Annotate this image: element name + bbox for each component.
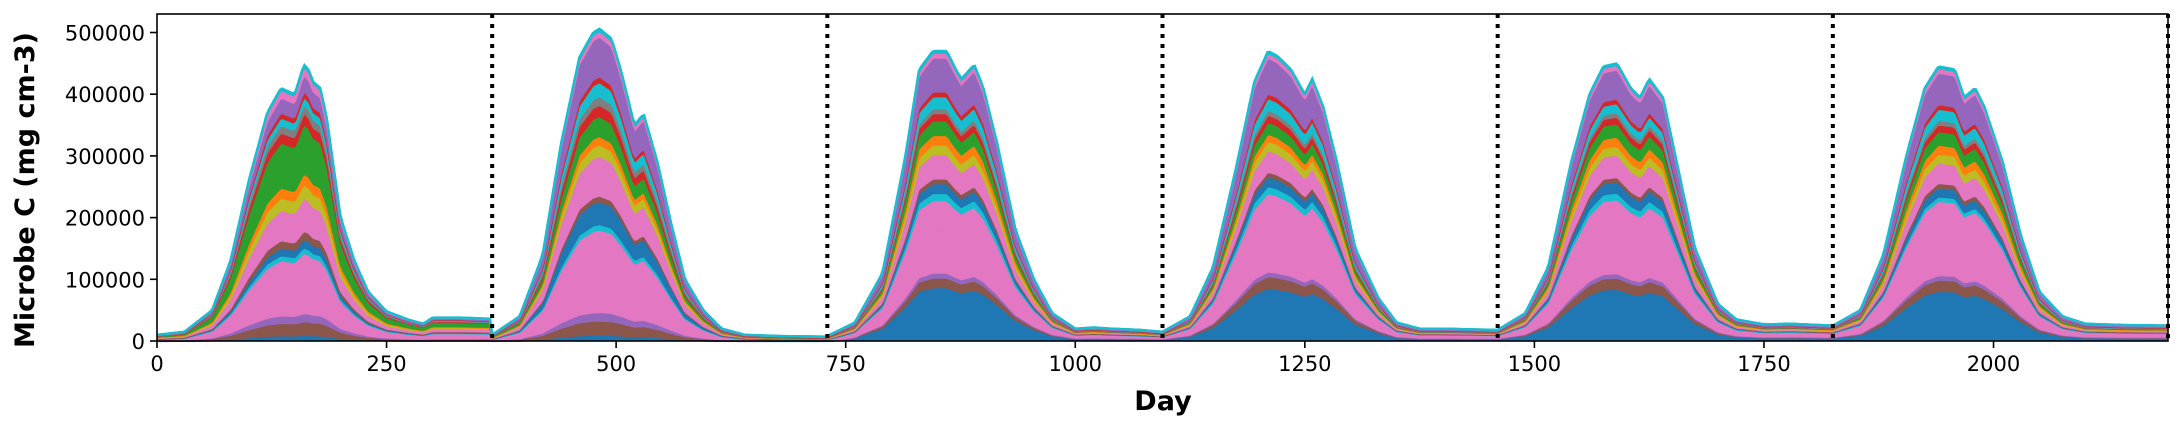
y-tick-label: 200000	[65, 207, 145, 231]
y-tick-label: 400000	[65, 83, 145, 107]
y-axis-ticks: 0 100000 200000 300000 400000 500000	[65, 22, 157, 354]
x-tick-label: 500	[596, 352, 636, 376]
x-axis-ticks: 0 250 500 750 1000 1250 1500 1750 2000	[150, 341, 2020, 376]
y-tick-label: 0	[132, 330, 145, 354]
y-tick-label: 300000	[65, 145, 145, 169]
x-tick-label: 1250	[1278, 352, 1331, 376]
x-axis-label: Day	[1134, 386, 1192, 417]
x-tick-label: 1500	[1508, 352, 1561, 376]
x-tick-label: 750	[826, 352, 866, 376]
plot-frame	[156, 13, 2169, 342]
x-tick-label: 1000	[1049, 352, 1102, 376]
x-tick-label: 0	[150, 352, 163, 376]
x-tick-label: 250	[367, 352, 407, 376]
y-tick-label: 500000	[65, 22, 145, 46]
y-axis-label: Microbe C (mg cm-3)	[10, 32, 41, 348]
y-tick-label: 100000	[65, 268, 145, 292]
x-tick-label: 2000	[1967, 352, 2020, 376]
x-tick-label: 1750	[1737, 352, 1790, 376]
